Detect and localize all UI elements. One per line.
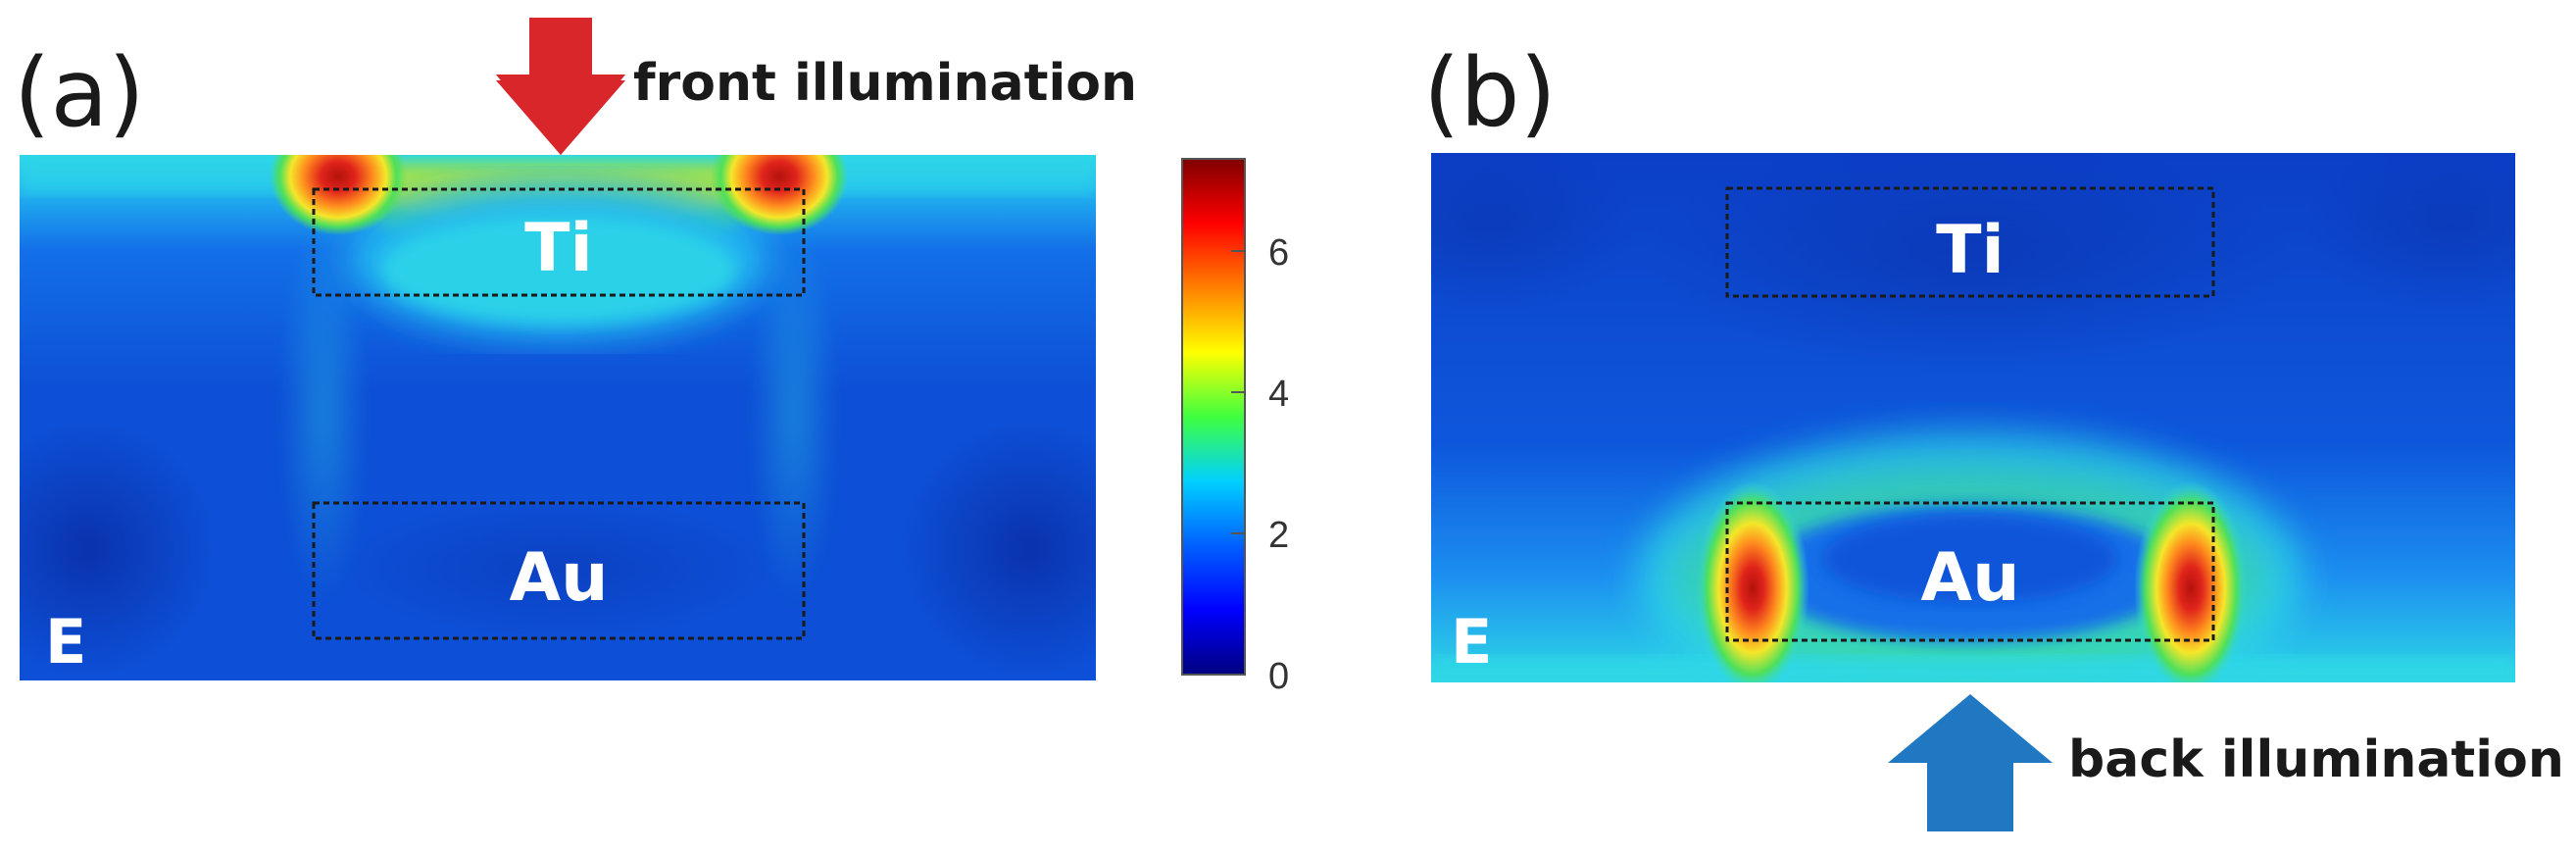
colorbar-tick-label-4: 4 <box>1268 374 1289 415</box>
field-map-b <box>1431 153 2515 682</box>
ti-region-b <box>1725 186 2215 298</box>
ti-label-b: Ti <box>1936 212 2005 289</box>
panel-a-letter: (a) <box>14 38 145 148</box>
au-region-a <box>312 501 806 640</box>
colorbar: 0 2 4 6 <box>1181 158 1289 697</box>
front-illumination-label: front illumination <box>633 54 1137 113</box>
colorbar-tick-label-0: 0 <box>1268 656 1289 697</box>
ti-region-a <box>312 187 806 297</box>
panel-b-letter: (b) <box>1423 38 1557 148</box>
colorbar-tick-label-2: 2 <box>1268 515 1289 556</box>
front-arrow-shape <box>496 18 625 155</box>
colorbar-tick-label-6: 6 <box>1268 232 1289 274</box>
panel-b: (b) Ti Au E back illumination <box>1423 38 2564 831</box>
au-label-a: Au <box>509 539 608 617</box>
panel-a: (a) front illumination <box>14 18 1137 680</box>
colorbar-ticks <box>1231 250 1245 676</box>
ti-label-a: Ti <box>524 210 593 287</box>
back-illumination-label: back illumination <box>2068 730 2564 789</box>
field-label-a: E <box>45 606 86 678</box>
colorbar-scale <box>1181 158 1246 676</box>
field-map-a <box>20 155 1096 680</box>
au-label-b: Au <box>1920 539 2019 617</box>
au-region-b <box>1725 501 2215 642</box>
back-illumination-arrow <box>1888 694 2053 831</box>
field-label-b: E <box>1451 606 1492 678</box>
